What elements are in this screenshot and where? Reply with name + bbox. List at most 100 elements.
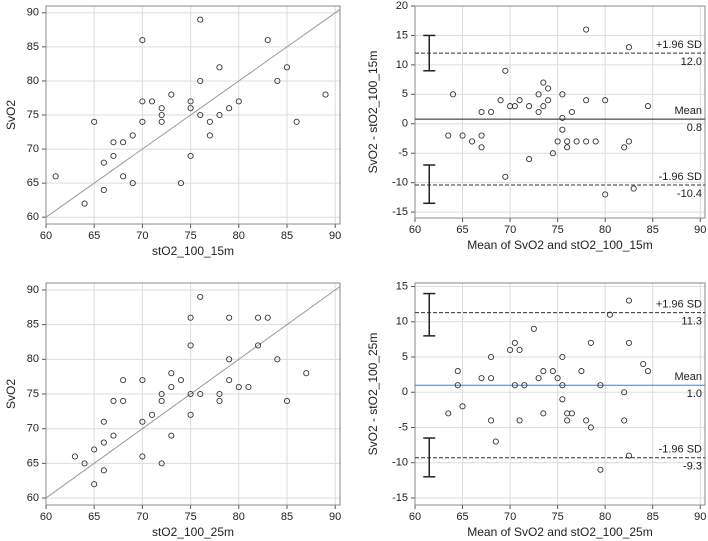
x-axis-label: Mean of SvO2 and stO2_100_25m [467, 525, 652, 539]
data-point [454, 382, 461, 389]
data-point [148, 98, 156, 105]
y-tick-label: 15 [396, 29, 408, 41]
data-point [559, 353, 566, 361]
y-tick-label: 70 [27, 143, 39, 155]
data-point [644, 103, 652, 110]
line-label: -1.96 SD [659, 444, 702, 456]
confidence-interval [423, 34, 436, 72]
data-point [583, 417, 590, 424]
data-point [148, 411, 156, 418]
data-point [100, 418, 107, 425]
data-point [52, 173, 59, 180]
plot-frame [45, 282, 341, 506]
data-point [264, 314, 271, 321]
x-tick-label: 80 [599, 224, 611, 236]
data-point [587, 424, 594, 431]
plot-frame [414, 282, 706, 506]
y-axis-label: SvO2 [4, 379, 18, 409]
data-point [158, 390, 165, 398]
data-point [216, 397, 223, 404]
data-point [91, 481, 98, 488]
data-point [573, 138, 580, 145]
data-point [274, 77, 281, 84]
data-point [488, 375, 495, 382]
data-point [630, 185, 637, 192]
y-tick-label: 75 [27, 388, 39, 400]
data-point [100, 467, 107, 474]
data-point [554, 138, 561, 145]
data-point [488, 108, 495, 116]
data-point [158, 460, 165, 467]
data-point [535, 375, 542, 382]
data-point [226, 377, 233, 384]
data-point [478, 144, 485, 151]
data-point [587, 339, 594, 346]
data-point [602, 191, 609, 198]
data-point [625, 339, 632, 346]
data-point [110, 152, 117, 159]
data-point [459, 132, 466, 139]
y-tick-label: 75 [27, 109, 39, 121]
x-axis-label: stO2_100_15m [152, 244, 234, 258]
panel: 60 65 70 75 80 85 90 60 65 70 75 80 85 90 stO2_100_15m… [4, 5, 341, 258]
data-point [554, 375, 561, 382]
data-point [507, 346, 514, 354]
y-tick-label: 10 [396, 59, 408, 71]
data-point [511, 103, 518, 110]
data-point [120, 139, 127, 146]
data-point [621, 389, 628, 396]
y-tick-label: 5 [402, 351, 408, 363]
line-value: -9.3 [683, 461, 702, 473]
y-tick-label: 65 [27, 177, 39, 189]
data-point [187, 152, 194, 159]
y-tick-label: -15 [392, 206, 408, 218]
data-point [516, 417, 523, 424]
data-point [559, 382, 566, 389]
y-tick-label: -10 [392, 457, 408, 469]
data-point [187, 314, 194, 321]
data-point [139, 377, 146, 384]
data-point [545, 97, 552, 104]
data-point [81, 460, 88, 467]
data-point [583, 97, 590, 104]
x-tick-label: 75 [551, 511, 563, 523]
data-point [100, 439, 107, 446]
data-point [168, 384, 175, 391]
data-point [540, 410, 547, 417]
data-point [255, 314, 262, 321]
data-point [540, 368, 547, 375]
x-tick-label: 85 [647, 511, 659, 523]
line-value: 11.3 [681, 316, 702, 328]
data-point [293, 118, 300, 125]
y-tick-label: 80 [27, 75, 39, 87]
y-axis-label: SvO2 [4, 100, 18, 130]
y-tick-label: 60 [27, 211, 39, 223]
data-point [578, 368, 585, 375]
y-tick-label: 80 [27, 353, 39, 365]
y-tick-label: 85 [27, 319, 39, 331]
data-point [488, 353, 495, 361]
data-point [110, 432, 117, 439]
data-point [216, 111, 223, 119]
data-point [197, 390, 204, 398]
x-tick-label: 90 [694, 511, 706, 523]
data-point [139, 418, 146, 425]
data-point [540, 79, 547, 86]
line-value: 0.8 [687, 122, 702, 134]
data-point [478, 108, 485, 116]
data-point [283, 397, 291, 404]
line-label: Mean [674, 371, 702, 383]
x-tick-label: 85 [647, 224, 659, 236]
data-point [468, 138, 476, 145]
data-point [100, 159, 107, 166]
x-tick-label: 65 [88, 230, 100, 242]
data-point [516, 346, 523, 354]
data-point [187, 342, 194, 349]
y-tick-label: -10 [392, 177, 408, 189]
line-label: Mean [674, 105, 702, 117]
data-point [516, 97, 523, 104]
x-tick-label: 90 [694, 224, 706, 236]
data-point [606, 311, 613, 318]
confidence-interval [423, 292, 436, 337]
y-tick-label: 0 [402, 118, 408, 130]
